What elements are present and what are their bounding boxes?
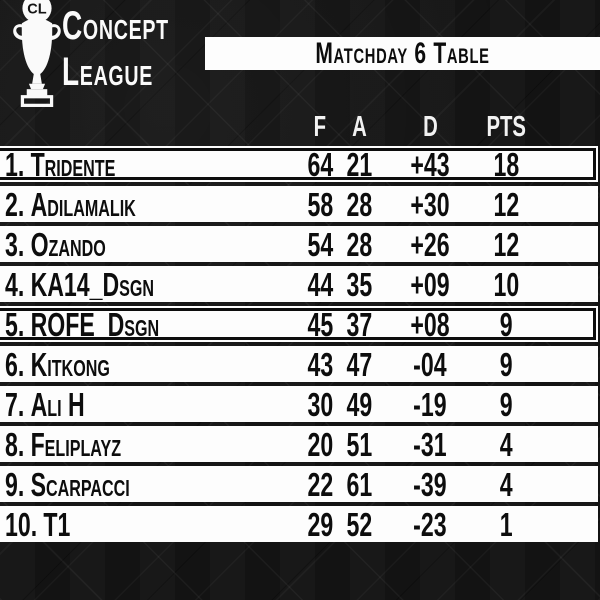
banner-title: Matchday 6 Table: [315, 36, 490, 70]
brand-title-line1: Concept: [62, 4, 169, 48]
goals-against: 37: [346, 305, 372, 343]
rank: 5.: [5, 305, 25, 343]
goals-against: 49: [346, 385, 372, 423]
points: 4: [499, 465, 513, 503]
rank: 1.: [5, 145, 25, 183]
goals-for: 29: [307, 505, 333, 543]
rank: 4.: [5, 265, 25, 303]
goals-for: 58: [307, 185, 333, 223]
goals-for: 54: [307, 225, 333, 263]
points: 10: [493, 265, 519, 303]
rank: 8.: [5, 425, 25, 463]
team-name: Tridente: [30, 145, 116, 183]
table-row: 1. Tridente 64 21 +43 18: [0, 146, 598, 182]
table-header-row: F A D PTS: [0, 112, 598, 142]
points: 9: [499, 305, 513, 343]
goal-diff: +09: [410, 265, 450, 303]
team-name: Ali H: [30, 385, 85, 423]
table-row: 8. Feliplayz 20 51 -31 4: [0, 426, 598, 462]
team-name: Adilamalik: [30, 185, 136, 223]
rank: 6.: [5, 345, 25, 383]
table-row: 9. Scarpacci 22 61 -39 4: [0, 466, 598, 502]
rank: 9.: [5, 465, 25, 503]
header-goal-diff: D: [422, 110, 438, 143]
goal-diff: +08: [410, 305, 450, 343]
goal-diff: -31: [413, 425, 447, 463]
header-goals-for: F: [313, 110, 327, 143]
table-row: 7. Ali H 30 49 -19 9: [0, 386, 598, 422]
goals-against: 61: [346, 465, 372, 503]
team-name: ROFE_Dsgn: [30, 305, 160, 343]
goal-diff: +30: [410, 185, 450, 223]
standings-table: F A D PTS 1. Tridente 64 21 +43 18 2. Adil…: [0, 112, 598, 546]
goal-diff: -04: [413, 345, 447, 383]
goals-against: 35: [346, 265, 372, 303]
goals-for: 30: [307, 385, 333, 423]
goal-diff: +26: [410, 225, 450, 263]
header-points: PTS: [486, 110, 526, 143]
points: 12: [493, 225, 519, 263]
team-name: Scarpacci: [30, 465, 130, 503]
logo-monogram: CL: [27, 2, 47, 18]
goals-for: 44: [307, 265, 333, 303]
table-row: 3. Ozando 54 28 +26 12: [0, 226, 598, 262]
goal-diff: -23: [413, 505, 447, 543]
goals-for: 20: [307, 425, 333, 463]
goals-against: 47: [346, 345, 372, 383]
points: 18: [493, 145, 519, 183]
team-name: Ozando: [30, 225, 106, 263]
goals-for: 64: [307, 145, 333, 183]
goal-diff: -19: [413, 385, 447, 423]
goals-against: 51: [346, 425, 372, 463]
trophy-icon: CL: [13, 0, 61, 107]
goals-for: 43: [307, 345, 333, 383]
matchday-banner: Matchday 6 Table: [205, 37, 600, 70]
goals-for: 45: [307, 305, 333, 343]
team-name: Kitkong: [30, 345, 110, 383]
points: 9: [499, 385, 513, 423]
points: 1: [499, 505, 513, 543]
points: 12: [493, 185, 519, 223]
goal-diff: +43: [410, 145, 450, 183]
team-name: KA14_Dsgn: [30, 265, 155, 303]
goals-against: 52: [346, 505, 372, 543]
table-row: 4. KA14_Dsgn 44 35 +09 10: [0, 266, 598, 302]
goals-against: 28: [346, 185, 372, 223]
rank: 3.: [5, 225, 25, 263]
goal-diff: -39: [413, 465, 447, 503]
points: 4: [499, 425, 513, 463]
goals-against: 28: [346, 225, 372, 263]
goals-for: 22: [307, 465, 333, 503]
table-row: 10. T1 29 52 -23 1: [0, 506, 598, 542]
points: 9: [499, 345, 513, 383]
team-name: Feliplayz: [30, 425, 122, 463]
table-row: 5. ROFE_Dsgn 45 37 +08 9: [0, 306, 598, 342]
brand-title-line2: League: [62, 50, 154, 94]
goals-against: 21: [346, 145, 372, 183]
rank: 10.: [5, 505, 38, 543]
rank: 2.: [5, 185, 25, 223]
table-row: 2. Adilamalik 58 28 +30 12: [0, 186, 598, 222]
header-goals-against: A: [351, 110, 367, 143]
table-row: 6. Kitkong 43 47 -04 9: [0, 346, 598, 382]
team-name: T1: [43, 505, 71, 543]
rank: 7.: [5, 385, 25, 423]
